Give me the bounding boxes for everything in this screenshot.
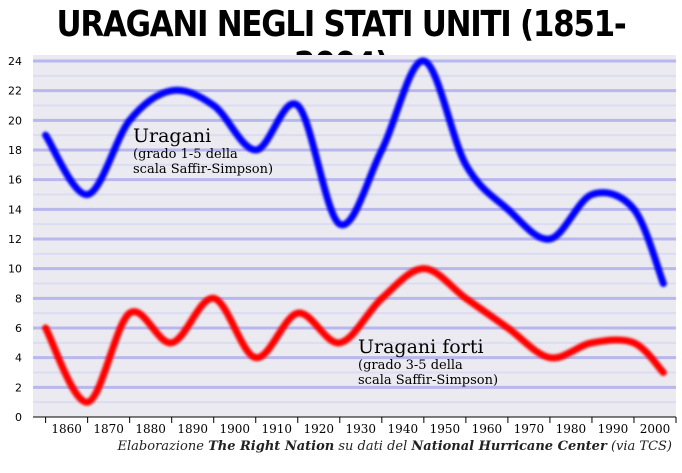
y-tick-label: 14 [8, 203, 22, 216]
y-tick-label: 12 [8, 233, 22, 246]
x-tick-label: 1980 [556, 422, 587, 436]
y-tick-label: 6 [15, 322, 22, 335]
x-axis: 1860 1870 1880 1890 1900 1910 1920 1930 1940 1950… [33, 416, 677, 436]
y-tick-label: 16 [8, 174, 22, 187]
source-credit: Elaborazione The Right Nation su dati de… [118, 439, 672, 454]
y-tick-label: 0 [15, 411, 22, 424]
x-tick-label: 2000 [640, 422, 671, 436]
y-tick-label: 24 [8, 55, 22, 68]
credit-middle: su dati del [334, 439, 412, 454]
y-tick-label: 4 [15, 352, 22, 365]
x-tick-label: 1870 [93, 422, 124, 436]
x-tick-label: 1880 [135, 422, 166, 436]
x-tick-label: 1940 [388, 422, 419, 436]
y-tick-label: 20 [8, 114, 22, 127]
x-tick-label: 1930 [346, 422, 377, 436]
credit-source-name: The Right Nation [208, 439, 335, 454]
series-name-uragani-forti: Uragani forti [358, 336, 484, 358]
annotation-uragani-forti: Uragani forti (grado 3-5 della scala Saf… [358, 336, 499, 389]
y-tick-label: 10 [8, 263, 22, 276]
plot-background [33, 55, 676, 417]
credit-suffix: (via TCS) [606, 439, 672, 454]
x-tick-label: 1960 [472, 422, 503, 436]
series-subtitle-uragani-2: scala Saffir-Simpson) [133, 162, 274, 177]
x-tick-label: 1920 [304, 422, 335, 436]
gridlines [33, 59, 676, 404]
x-tick-label: 1890 [177, 422, 208, 436]
series-subtitle-forti-2: scala Saffir-Simpson) [358, 373, 499, 388]
x-tick-label: 1970 [514, 422, 545, 436]
series-subtitle-uragani-1: (grado 1-5 della [133, 147, 238, 162]
y-tick-label: 22 [8, 85, 22, 98]
x-tick-label: 1900 [219, 422, 250, 436]
x-tick-label: 1860 [51, 422, 82, 436]
series-lines [42, 57, 667, 406]
x-tick-label: 1950 [430, 422, 461, 436]
x-tick-label: 1910 [261, 422, 292, 436]
x-tick-label: 1990 [598, 422, 629, 436]
credit-data-provider: National Hurricane Center [411, 439, 607, 454]
series-line-uragani [42, 57, 667, 287]
series-name-uragani: Uragani [133, 125, 212, 147]
series-subtitle-forti-1: (grado 3-5 della [358, 358, 463, 373]
y-tick-label: 18 [8, 144, 22, 157]
y-tick-label: 8 [15, 292, 22, 305]
credit-prefix: Elaborazione [117, 439, 209, 454]
annotation-uragani: Uragani (grado 1-5 della scala Saffir-Si… [133, 125, 274, 178]
y-tick-label: 2 [15, 381, 22, 394]
series-line-uragani-forti [42, 265, 667, 406]
